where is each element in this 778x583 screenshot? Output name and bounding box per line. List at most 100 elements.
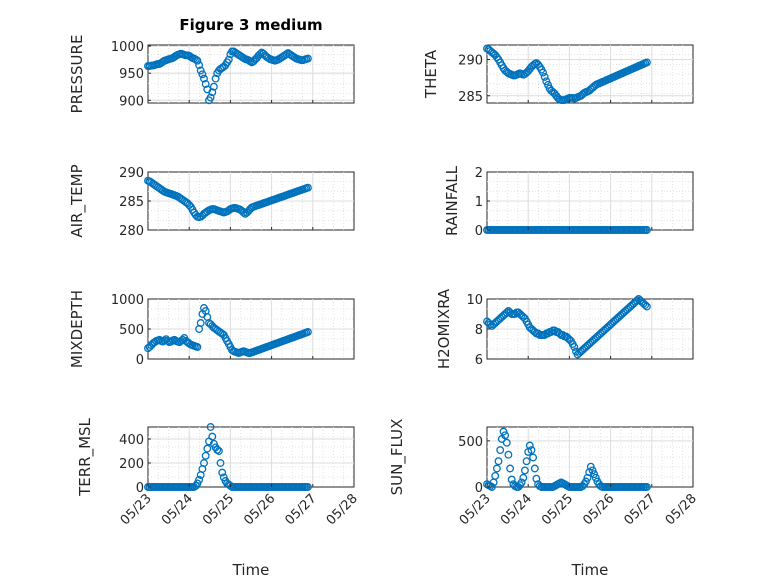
data-marker — [193, 56, 202, 65]
y-tick-label: 0 — [475, 481, 483, 496]
data-marker — [201, 80, 210, 88]
data-marker — [492, 464, 501, 473]
data-marker — [506, 464, 515, 473]
data-marker — [196, 66, 205, 75]
y-tick-label: 290 — [458, 54, 483, 69]
y-tick-label: 900 — [119, 94, 144, 109]
x-tick-label: 05/28 — [324, 491, 361, 528]
y-axis-label: SUN_FLUX — [388, 419, 407, 496]
y-tick-label: 0 — [136, 353, 144, 368]
data-marker — [586, 462, 595, 471]
data-marker — [532, 474, 541, 483]
data-marker — [224, 55, 233, 64]
chart-mixdepth: 0 500 1000 MIXDEPTH — [68, 290, 355, 368]
y-tick-label: 1000 — [111, 40, 144, 55]
data-marker — [642, 58, 651, 67]
x-ticks — [486, 356, 694, 359]
y-tick-label: 500 — [458, 435, 483, 450]
data-marker — [539, 68, 547, 77]
y-tick-label: 1 — [475, 195, 483, 210]
x-ticks — [486, 227, 694, 230]
data-marker — [570, 343, 579, 351]
data-marker — [642, 226, 651, 234]
gridlines — [487, 427, 693, 487]
x-tick-label: 05/24 — [498, 491, 535, 528]
x-tick-label: 05/28 — [663, 491, 700, 528]
data-marker — [196, 319, 205, 327]
data-marker — [588, 466, 597, 475]
x-ticks — [147, 100, 355, 103]
data-marker — [529, 453, 538, 462]
data-marker — [218, 468, 227, 477]
y-tick-label: 8 — [475, 323, 483, 338]
y-ticks: 285 290 — [458, 54, 490, 105]
data-marker — [211, 74, 220, 83]
data-marker — [201, 451, 210, 460]
y-ticks: 900 950 1000 — [111, 40, 151, 109]
chart-sun-flux: 0 500 05/23 05/24 05/25 05/26 05/27 05/28 SUN_… — [388, 419, 700, 579]
data-marker — [256, 50, 265, 59]
x-tick-label: 05/26 — [241, 491, 278, 528]
data-marker — [540, 72, 549, 81]
chart-theta: 285 290 THETA — [422, 44, 694, 105]
y-tick-label: 500 — [119, 323, 144, 338]
x-tick-label: 05/26 — [580, 491, 617, 528]
data-marker — [191, 55, 200, 64]
data-marker — [642, 302, 651, 311]
x-tick-label: 05/27 — [622, 491, 659, 528]
y-axis-label: THETA — [422, 49, 440, 99]
data-marker — [203, 444, 212, 453]
y-ticks: 280 285 290 — [119, 166, 151, 239]
gridlines — [487, 299, 693, 359]
data-marker — [520, 466, 529, 475]
data-markers — [483, 44, 651, 105]
data-marker — [491, 471, 500, 480]
data-marker — [195, 61, 204, 70]
data-marker — [213, 445, 222, 454]
data-marker — [494, 457, 503, 466]
data-marker — [209, 82, 218, 91]
data-marker — [195, 475, 204, 484]
data-markers — [483, 226, 651, 234]
data-marker — [496, 446, 505, 455]
x-tick-label: 05/23 — [457, 491, 494, 528]
chart-air-temp: 280 285 290 AIR_TEMP — [68, 164, 355, 239]
y-tick-label: 285 — [119, 195, 144, 210]
x-tick-label: 05/23 — [118, 491, 155, 528]
data-marker — [208, 432, 217, 441]
y-tick-label: 290 — [119, 166, 144, 181]
y-axis-label: AIR_TEMP — [68, 164, 87, 237]
data-marker — [525, 441, 534, 450]
y-tick-label: 1000 — [111, 293, 144, 308]
data-marker — [200, 459, 208, 467]
y-axis-label: H2OMIXRA — [435, 288, 453, 369]
data-marker — [507, 475, 516, 484]
x-ticks — [147, 356, 355, 359]
data-marker — [499, 427, 508, 436]
data-marker — [193, 343, 202, 351]
y-tick-label: 0 — [136, 481, 144, 496]
y-tick-label: 0 — [475, 224, 483, 239]
y-tick-label: 400 — [119, 433, 144, 448]
data-marker — [303, 183, 312, 192]
data-marker — [641, 301, 650, 309]
chart-terr-msl: 0 200 400 05/23 05/24 05/25 05/26 05/27 05/28 T… — [76, 417, 361, 579]
y-tick-label: 285 — [458, 90, 483, 105]
data-marker — [200, 74, 208, 83]
data-marker — [591, 473, 600, 482]
chart-rainfall: 0 1 2 RAINFALL — [443, 165, 694, 239]
data-marker — [544, 80, 552, 89]
data-marker — [581, 477, 590, 486]
data-marker — [504, 450, 513, 459]
y-ticks: 6 8 10 — [466, 293, 490, 368]
y-ticks: 0 200 400 — [119, 433, 151, 496]
y-axis-label: PRESSURE — [68, 35, 86, 114]
y-tick-label: 10 — [466, 293, 483, 308]
data-marker — [501, 431, 510, 440]
y-tick-label: 950 — [119, 67, 144, 82]
data-marker — [282, 50, 291, 59]
x-axis-label: Time — [571, 561, 609, 579]
x-tick-label: 05/27 — [283, 491, 320, 528]
y-tick-label: 280 — [119, 224, 144, 239]
y-axis-label: MIXDEPTH — [68, 290, 86, 368]
